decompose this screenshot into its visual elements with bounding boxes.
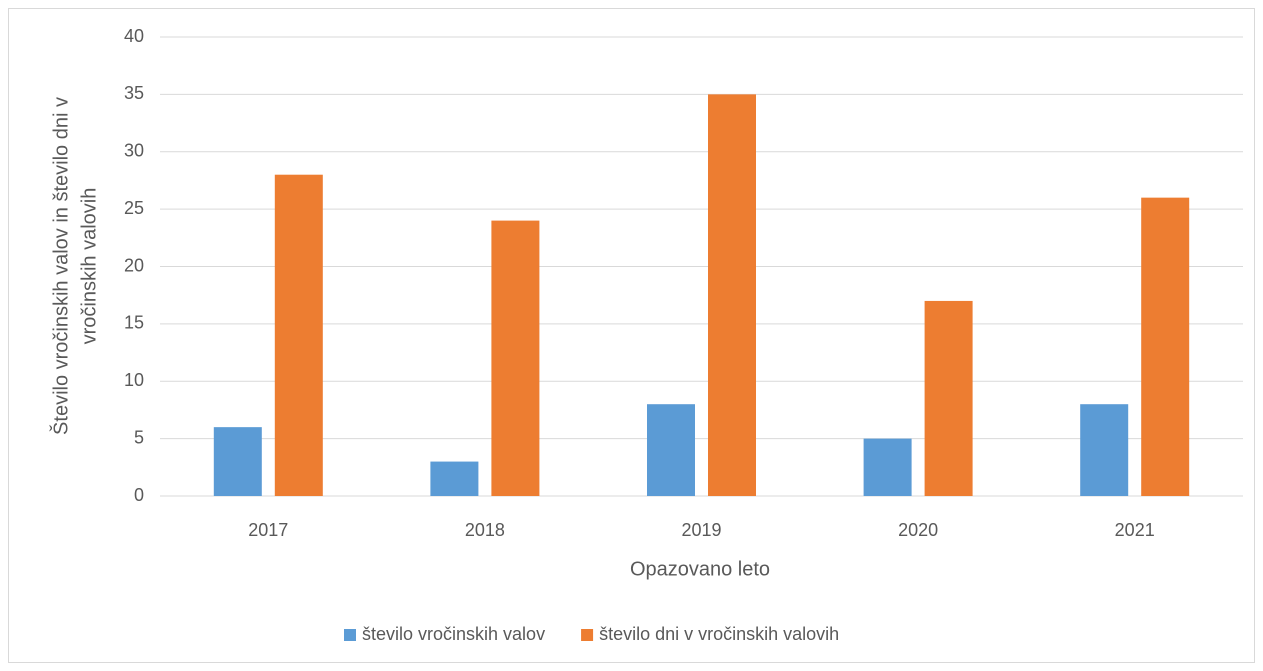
bar [213,427,262,496]
y-tick-label: 40 [124,26,144,46]
bar [491,220,540,496]
y-axis-label: vročinskih valovih [78,188,100,345]
y-tick-label: 15 [124,313,144,333]
y-tick-label: 30 [124,141,144,161]
bar [430,461,479,496]
legend-label: število dni v vročinskih valovih [599,624,839,644]
legend-swatch [344,629,356,641]
bar [924,300,973,496]
y-tick-label: 20 [124,255,144,275]
x-tick-label: 2020 [898,520,938,540]
legend-label: število vročinskih valov [362,624,545,644]
bar [647,404,695,496]
y-tick-label: 5 [134,427,144,447]
y-tick-label: 35 [124,83,144,103]
x-tick-label: 2018 [465,520,505,540]
x-tick-label: 2019 [681,520,721,540]
legend-swatch [581,629,594,641]
x-axis-label: Opazovano leto [630,558,770,580]
y-tick-label: 0 [134,485,144,505]
y-axis-label: Število vročinskih valov in število dni … [49,97,72,435]
y-tick-label: 10 [124,370,144,390]
x-tick-label: 2021 [1115,520,1155,540]
y-tick-label: 25 [124,198,144,218]
bar [708,94,756,496]
bar [1080,404,1129,496]
bar [1141,197,1190,496]
chart-border [8,8,1255,663]
x-tick-label: 2017 [248,520,288,540]
bar [274,174,323,496]
bar [863,438,912,496]
